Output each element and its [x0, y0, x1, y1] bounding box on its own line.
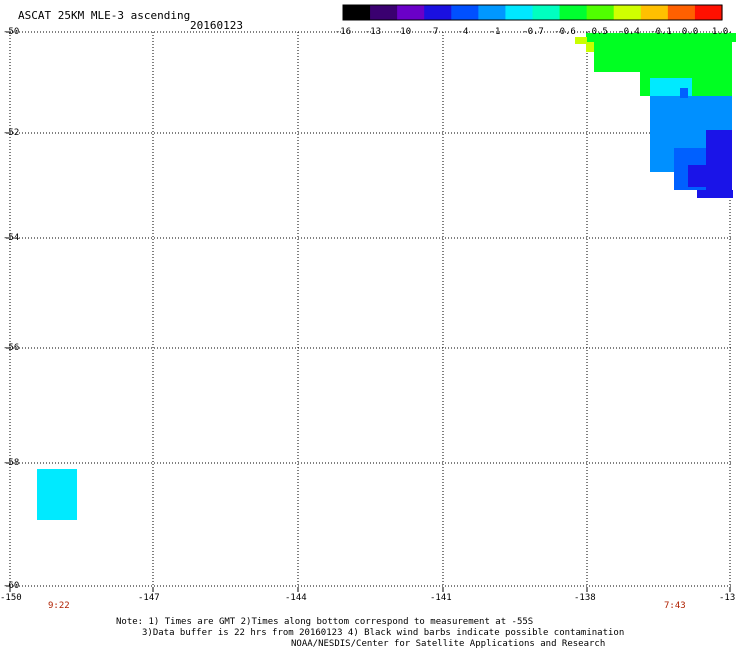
colorbar-segment: [613, 5, 642, 20]
colorbar-segment: [586, 5, 615, 20]
swath-cell: [697, 190, 733, 198]
lon-label: -138: [574, 593, 596, 603]
note-line-3: NOAA/NESDIS/Center for Satellite Applica…: [291, 639, 606, 649]
colorbar-label: -0.7: [522, 27, 544, 37]
lat-label: -58: [3, 458, 20, 468]
colorbar-segment: [559, 5, 588, 20]
lon-label: -144: [285, 593, 307, 603]
colorbar-segment: [694, 5, 723, 20]
colorbar-label: 0.0: [681, 27, 699, 37]
colorbar-label: -16: [334, 27, 352, 37]
colorbar-label: -4: [457, 27, 469, 37]
lat-label: -54: [3, 233, 20, 243]
colorbar-label: -1: [489, 27, 501, 37]
colorbar-label: 1.0: [711, 27, 729, 37]
swath-cell: [706, 130, 732, 198]
time-label-right: 7:43: [664, 601, 686, 611]
colorbar-segment: [343, 5, 371, 20]
swath-cell: [586, 33, 736, 42]
colorbar-segment: [505, 5, 534, 20]
colorbar-segment: [667, 5, 696, 20]
lon-label: -150: [0, 593, 22, 603]
lat-label: -56: [3, 343, 20, 353]
swath-cell: [680, 88, 688, 98]
note-line-2: 3)Data buffer is 22 hrs from 20160123 4)…: [142, 628, 625, 638]
colorbar-segment: [451, 5, 479, 20]
colorbar-segment: [370, 5, 398, 20]
colorbar-label: -10: [394, 27, 412, 37]
swath-cell: [586, 42, 600, 52]
lat-label: -60: [3, 581, 20, 591]
colorbar-segment: [478, 5, 507, 20]
colorbar-label: -7: [427, 27, 439, 37]
map-date: 20160123: [190, 19, 243, 32]
swath-cell: [688, 165, 708, 187]
graticule: [6, 31, 733, 592]
colorbar-label: -0.6: [554, 27, 576, 37]
colorbar-label: -0.5: [586, 27, 608, 37]
lon-label: -147: [138, 593, 160, 603]
swath-cell: [706, 96, 732, 130]
lon-label: -13: [719, 593, 736, 603]
swath-cell: [37, 469, 77, 520]
colorbar-label: -0.1: [650, 27, 672, 37]
swath-cell: [594, 38, 732, 72]
colorbar-segment: [424, 5, 452, 20]
map-title: ASCAT 25KM MLE-3 ascending: [18, 9, 191, 22]
colorbar: [342, 4, 723, 21]
colorbar-border: [342, 4, 723, 21]
lat-label: -50: [3, 27, 20, 37]
lon-label: -141: [430, 593, 452, 603]
ascat-swath: [37, 33, 736, 520]
swath-cell: [575, 37, 587, 44]
note-line-1: Note: 1) Times are GMT 2)Times along bot…: [116, 617, 534, 627]
colorbar-label: -0.4: [618, 27, 640, 37]
time-label-left: 9:22: [48, 601, 70, 611]
lat-label: -52: [3, 128, 20, 138]
colorbar-segment: [532, 5, 561, 20]
colorbar-segment: [397, 5, 425, 20]
colorbar-segment: [640, 5, 669, 20]
colorbar-label: -13: [364, 27, 382, 37]
